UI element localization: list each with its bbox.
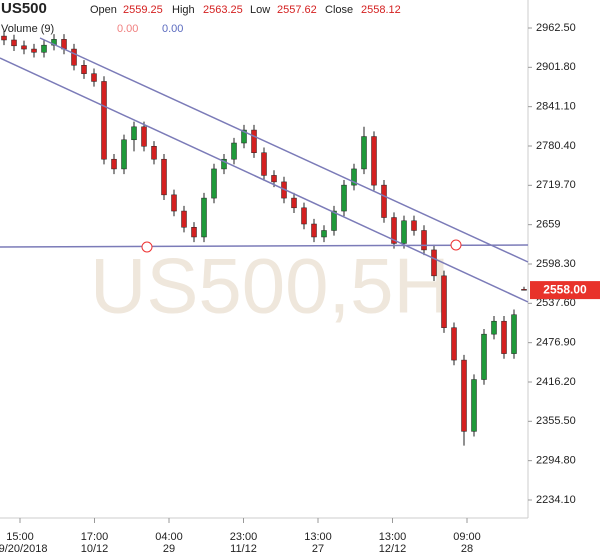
candle-body <box>361 136 367 170</box>
candle-body <box>401 220 407 244</box>
candle-body <box>171 194 177 212</box>
candle-body <box>111 158 117 170</box>
candle-body <box>101 81 107 160</box>
candle-body <box>261 152 267 176</box>
watermark: US500,5H <box>90 242 450 330</box>
volume-value: 0.00 <box>162 23 183 35</box>
x-tick-label: 09/20/2018 <box>0 543 48 555</box>
candle-body <box>231 142 237 160</box>
horizontal-line <box>0 244 529 248</box>
y-tick-label: 2476.90 <box>536 337 576 349</box>
y-tick-label: 2780.40 <box>536 140 576 152</box>
candle-body <box>421 230 427 251</box>
candle-body <box>461 359 467 432</box>
candle-body <box>211 168 217 199</box>
candle-body <box>191 226 197 238</box>
candle-body <box>1 35 7 41</box>
y-tick-label: 2416.20 <box>536 376 576 388</box>
candle-body <box>241 129 247 144</box>
candle-body <box>471 379 477 432</box>
candle-body <box>481 333 487 380</box>
candle-body <box>21 45 27 50</box>
y-tick-label: 2719.70 <box>536 179 576 191</box>
candle-body <box>71 48 77 66</box>
y-tick-label: 2901.80 <box>536 61 576 73</box>
header-value: 2557.62 <box>277 4 317 16</box>
y-tick-label: 2355.50 <box>536 415 576 427</box>
candle-body <box>131 126 137 141</box>
candle-body <box>491 320 497 335</box>
candle-body <box>301 207 307 225</box>
candle-body <box>91 73 97 82</box>
last-price-label: 2558.00 <box>543 282 587 296</box>
candle-body <box>181 210 187 228</box>
x-tick-label: 04:00 <box>155 531 183 543</box>
x-tick-label: 29 <box>163 543 175 555</box>
trend-line <box>39 37 529 263</box>
candle-body <box>161 158 167 196</box>
x-tick-label: 17:00 <box>81 531 109 543</box>
x-tick-label: 23:00 <box>230 531 258 543</box>
candle-body <box>341 184 347 212</box>
candle-body <box>141 126 147 147</box>
y-tick-label: 2841.10 <box>536 101 576 113</box>
x-tick-label: 13:00 <box>304 531 332 543</box>
symbol: US500 <box>1 0 47 17</box>
y-tick-label: 2659 <box>536 219 560 231</box>
candle-body <box>81 65 87 74</box>
candle-body <box>441 275 447 328</box>
candle-body <box>271 175 277 183</box>
candle-body <box>291 197 297 209</box>
header-label: Open <box>90 4 117 16</box>
candle-body <box>121 139 127 170</box>
candle-body <box>151 146 157 160</box>
volume-label: Volume (9) <box>1 23 54 35</box>
header-value: 2563.25 <box>203 4 243 16</box>
candle-body <box>411 220 417 231</box>
x-tick-label: 13:00 <box>379 531 407 543</box>
x-tick-label: 28 <box>461 543 473 555</box>
y-tick-label: 2962.50 <box>536 22 576 34</box>
y-tick-label: 2294.80 <box>536 455 576 467</box>
candle-body <box>391 217 397 244</box>
candle-body <box>321 230 327 238</box>
candle-body <box>31 48 37 53</box>
candle-body <box>201 197 207 238</box>
x-tick-label: 11/12 <box>230 543 257 555</box>
candle-body <box>381 184 387 218</box>
header-value: 2558.12 <box>361 4 401 16</box>
line-handle <box>450 239 462 251</box>
candle-body <box>451 327 457 361</box>
y-tick-label: 2598.30 <box>536 258 576 270</box>
volume-value: 0.00 <box>117 23 138 35</box>
candle-body <box>11 39 17 47</box>
trend-line <box>0 57 529 303</box>
x-tick-label: 15:00 <box>6 531 34 543</box>
header-label: Close <box>325 4 353 16</box>
y-tick-label: 2537.60 <box>536 297 576 309</box>
x-tick-label: 09:00 <box>453 531 481 543</box>
candle-body <box>251 129 257 153</box>
line-handle <box>141 241 153 253</box>
x-tick-label: 12/12 <box>379 543 407 555</box>
candle-body <box>331 210 337 231</box>
candle-body <box>511 314 517 354</box>
candle-body <box>521 289 527 291</box>
header-label: Low <box>250 4 270 16</box>
candle-body <box>41 44 47 53</box>
candle-body <box>501 320 507 354</box>
candle-body <box>371 136 377 186</box>
y-tick-label: 2234.10 <box>536 494 576 506</box>
last-price-box <box>530 281 600 300</box>
candle-body <box>311 223 317 238</box>
header-label: High <box>172 4 195 16</box>
candle-body <box>351 168 357 186</box>
candle-body <box>221 158 227 170</box>
x-tick-label: 27 <box>312 543 324 555</box>
header-value: 2559.25 <box>123 4 163 16</box>
candle-body <box>431 249 437 277</box>
x-tick-label: 10/12 <box>81 543 109 555</box>
